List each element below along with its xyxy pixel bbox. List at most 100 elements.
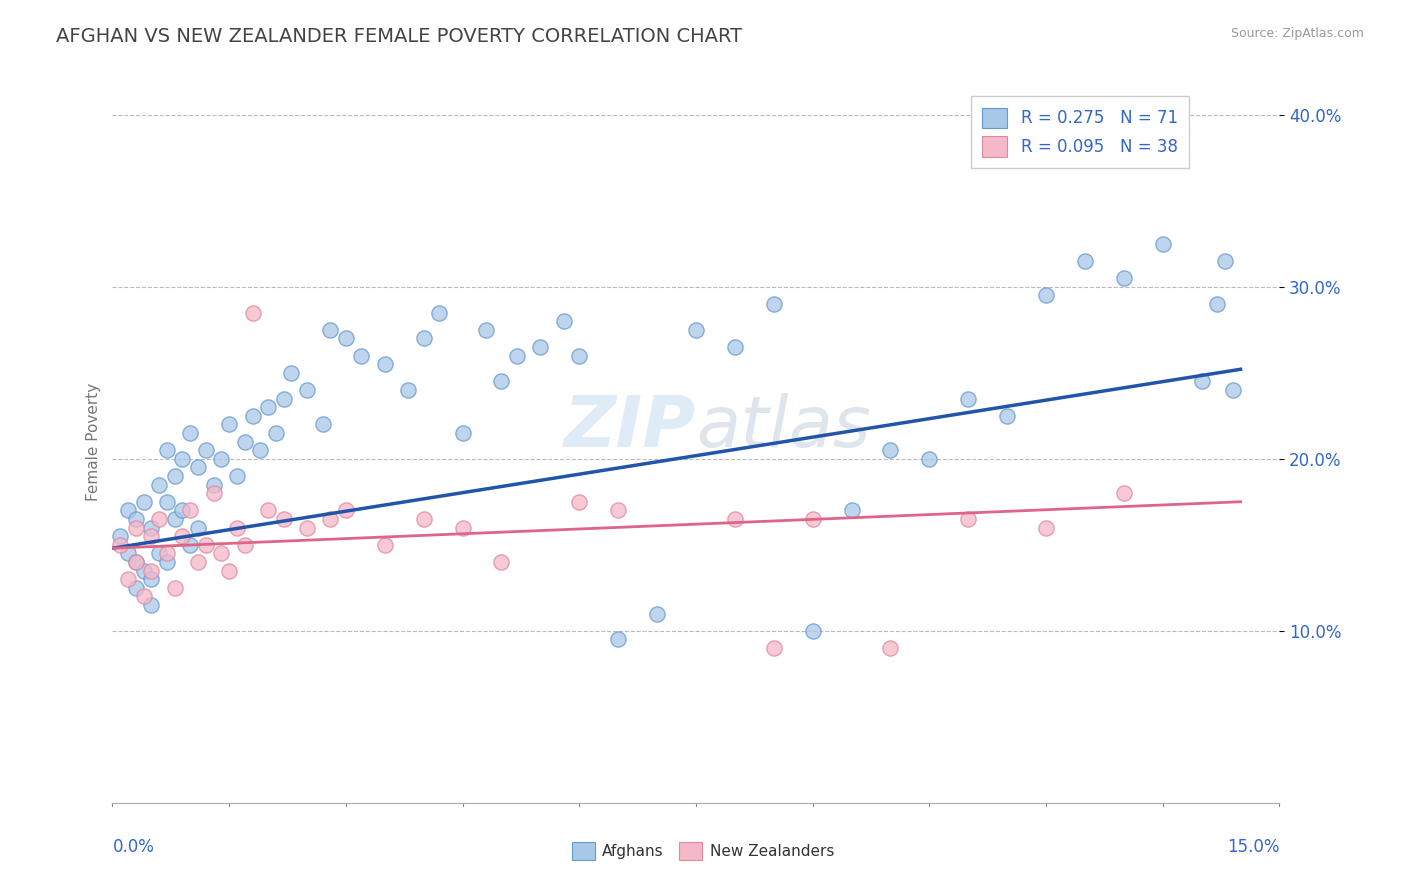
Point bbox=[295, 383, 318, 397]
Point bbox=[1074, 253, 1097, 268]
Point bbox=[475, 323, 498, 337]
Point bbox=[132, 494, 155, 508]
Point bbox=[179, 538, 201, 552]
Point bbox=[724, 512, 747, 526]
Point bbox=[1206, 297, 1229, 311]
Point bbox=[226, 520, 249, 534]
Point bbox=[264, 425, 287, 440]
Point bbox=[311, 417, 333, 432]
Point bbox=[801, 512, 824, 526]
Point bbox=[117, 546, 139, 560]
Point bbox=[179, 503, 201, 517]
Point bbox=[202, 477, 225, 491]
Point bbox=[156, 555, 179, 569]
Point bbox=[1213, 253, 1236, 268]
Point bbox=[141, 598, 163, 612]
Point bbox=[163, 581, 186, 595]
Point bbox=[141, 564, 163, 578]
Point bbox=[242, 305, 264, 319]
Point bbox=[335, 503, 357, 517]
Text: Source: ZipAtlas.com: Source: ZipAtlas.com bbox=[1230, 27, 1364, 40]
Point bbox=[1112, 271, 1135, 285]
Point bbox=[125, 555, 148, 569]
Point bbox=[125, 581, 148, 595]
Point bbox=[257, 503, 280, 517]
Point bbox=[148, 477, 170, 491]
Point bbox=[1035, 520, 1057, 534]
Point bbox=[801, 624, 824, 638]
Point bbox=[218, 564, 240, 578]
Point bbox=[125, 512, 148, 526]
Point bbox=[412, 512, 434, 526]
Text: 15.0%: 15.0% bbox=[1227, 838, 1279, 856]
Point bbox=[918, 451, 941, 466]
Point bbox=[163, 512, 186, 526]
Point bbox=[957, 392, 980, 406]
Point bbox=[879, 443, 901, 458]
Point bbox=[148, 546, 170, 560]
Point bbox=[427, 305, 450, 319]
Point bbox=[995, 409, 1018, 423]
Point bbox=[1035, 288, 1057, 302]
Point bbox=[1191, 375, 1213, 389]
Point bbox=[202, 486, 225, 500]
Point bbox=[218, 417, 240, 432]
Point bbox=[841, 503, 863, 517]
Point bbox=[491, 555, 513, 569]
Point bbox=[762, 297, 785, 311]
Point bbox=[506, 349, 529, 363]
Point bbox=[374, 538, 396, 552]
Point bbox=[110, 538, 132, 552]
Point bbox=[607, 503, 630, 517]
Point bbox=[226, 469, 249, 483]
Point bbox=[295, 520, 318, 534]
Point bbox=[110, 529, 132, 543]
Legend: Afghans, New Zealanders: Afghans, New Zealanders bbox=[565, 836, 841, 866]
Point bbox=[645, 607, 668, 621]
Point bbox=[148, 512, 170, 526]
Point bbox=[172, 529, 194, 543]
Point bbox=[451, 520, 474, 534]
Point bbox=[187, 555, 209, 569]
Point bbox=[529, 340, 551, 354]
Point bbox=[209, 451, 232, 466]
Point bbox=[249, 443, 271, 458]
Point bbox=[280, 366, 302, 380]
Point bbox=[451, 425, 474, 440]
Point bbox=[141, 520, 163, 534]
Point bbox=[233, 434, 256, 449]
Point bbox=[1222, 383, 1244, 397]
Point bbox=[172, 451, 194, 466]
Point bbox=[273, 392, 295, 406]
Point bbox=[257, 400, 280, 414]
Point bbox=[125, 520, 148, 534]
Text: AFGHAN VS NEW ZEALANDER FEMALE POVERTY CORRELATION CHART: AFGHAN VS NEW ZEALANDER FEMALE POVERTY C… bbox=[56, 27, 742, 45]
Text: 0.0%: 0.0% bbox=[112, 838, 155, 856]
Point bbox=[396, 383, 419, 397]
Point bbox=[1152, 236, 1174, 251]
Point bbox=[957, 512, 980, 526]
Point bbox=[194, 538, 217, 552]
Point bbox=[163, 469, 186, 483]
Text: ZIP: ZIP bbox=[564, 392, 696, 461]
Point bbox=[187, 520, 209, 534]
Point bbox=[607, 632, 630, 647]
Point bbox=[350, 349, 373, 363]
Point bbox=[179, 425, 201, 440]
Point bbox=[125, 555, 148, 569]
Point bbox=[724, 340, 747, 354]
Point bbox=[412, 331, 434, 345]
Point bbox=[233, 538, 256, 552]
Point bbox=[194, 443, 217, 458]
Point bbox=[209, 546, 232, 560]
Y-axis label: Female Poverty: Female Poverty bbox=[86, 383, 101, 500]
Point bbox=[568, 494, 591, 508]
Point bbox=[156, 546, 179, 560]
Point bbox=[319, 512, 342, 526]
Point bbox=[117, 572, 139, 586]
Point bbox=[172, 503, 194, 517]
Point bbox=[141, 572, 163, 586]
Point bbox=[568, 349, 591, 363]
Point bbox=[132, 564, 155, 578]
Point bbox=[685, 323, 707, 337]
